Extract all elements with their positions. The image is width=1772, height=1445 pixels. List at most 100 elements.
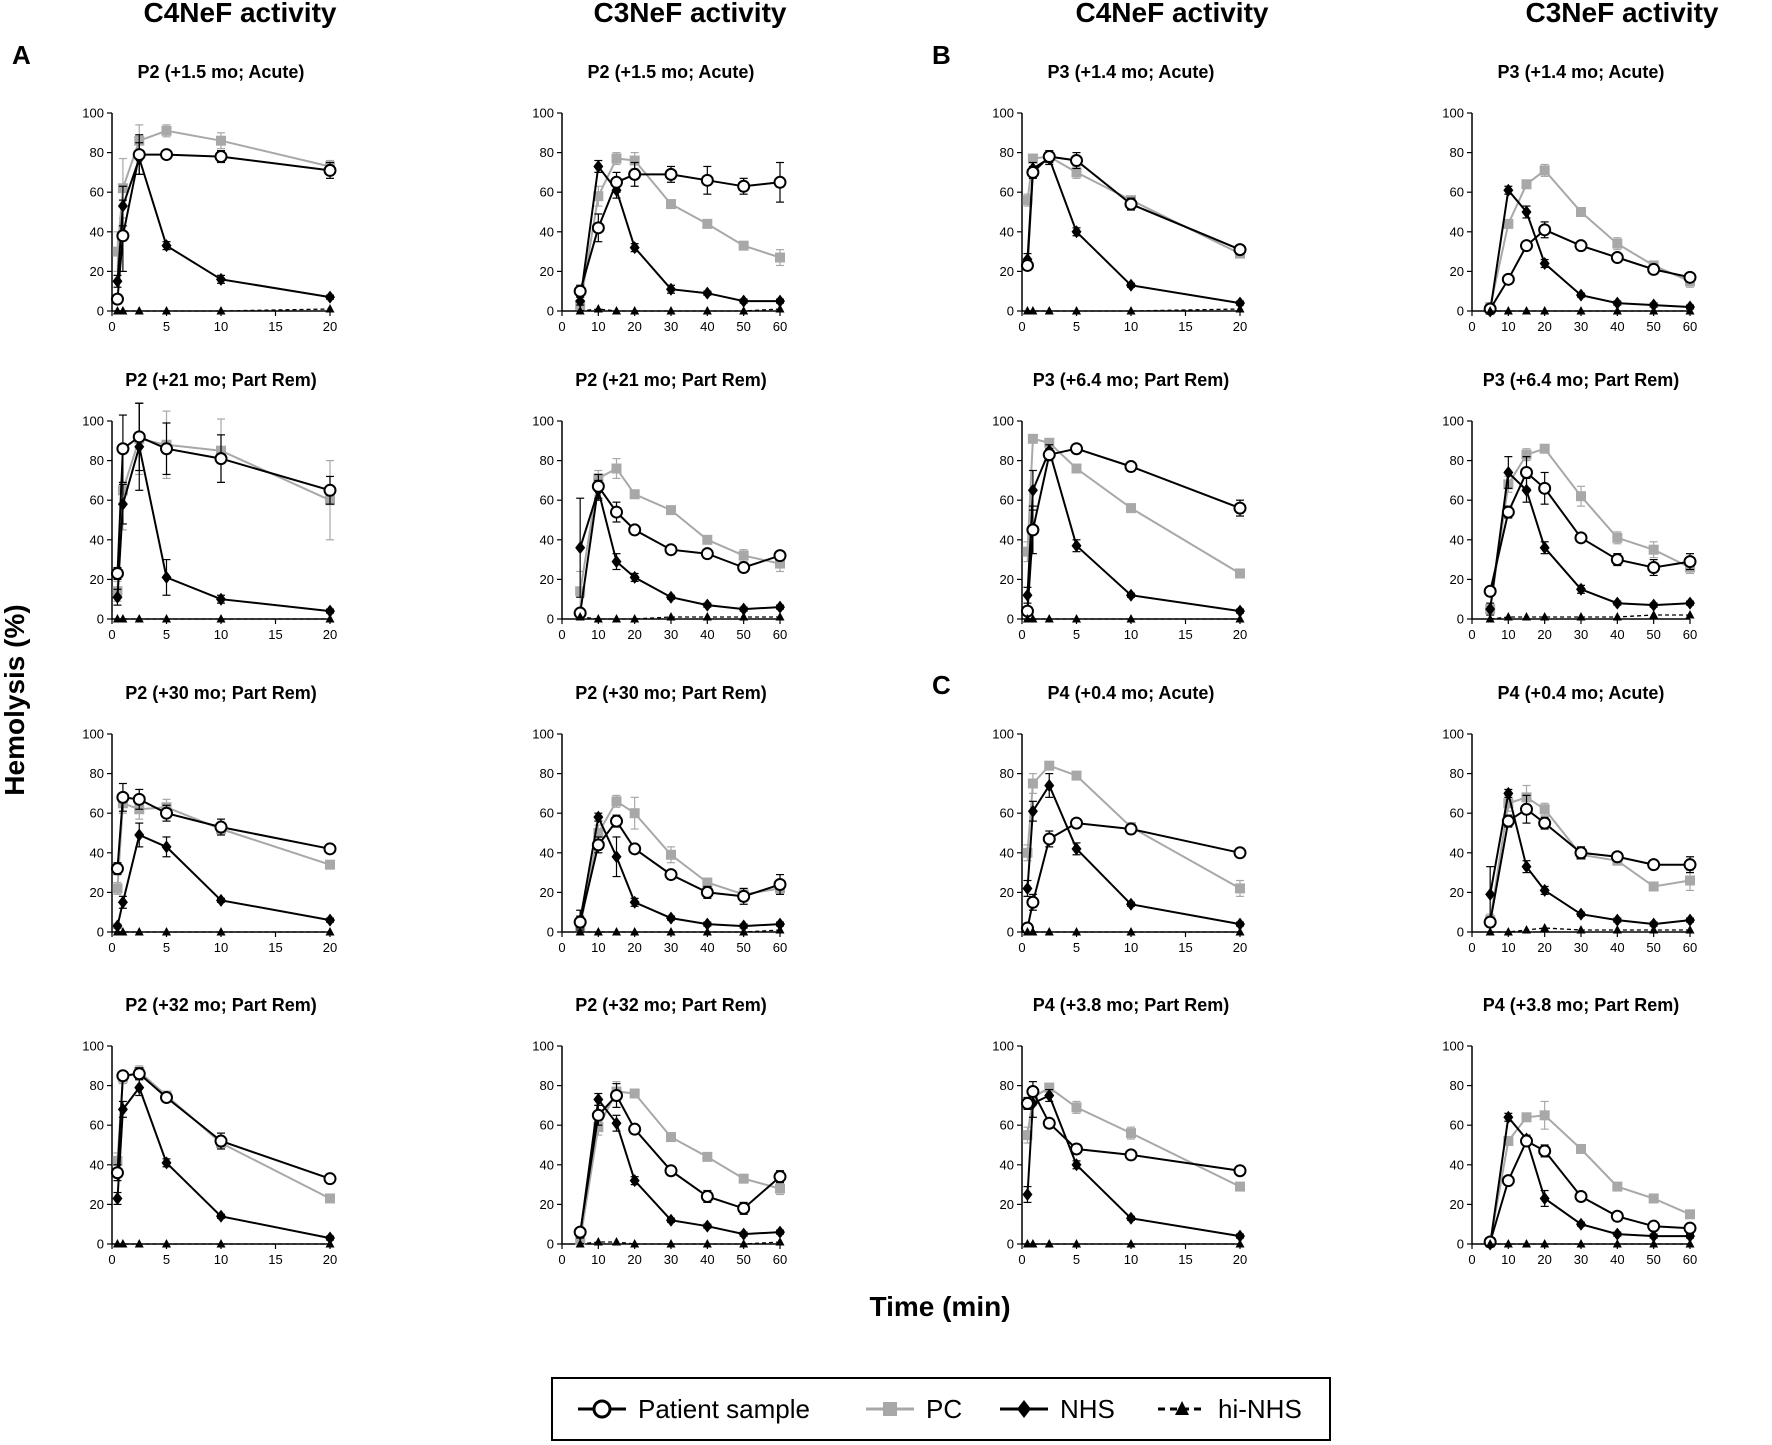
y-tick-label: 40	[1450, 532, 1464, 547]
y-tick-label: 100	[82, 106, 104, 121]
data-point	[1521, 860, 1532, 874]
data-point	[1042, 1116, 1056, 1130]
x-tick-label: 10	[591, 940, 605, 955]
x-tick-label: 20	[627, 1252, 641, 1267]
data-point	[1070, 816, 1083, 830]
x-tick-label: 40	[700, 319, 714, 334]
data-point	[1071, 770, 1082, 781]
x-tick-label: 60	[773, 940, 787, 955]
data-point	[702, 1239, 712, 1248]
legend-item-patient: Patient sample	[578, 1394, 810, 1424]
data-point	[1576, 1217, 1586, 1231]
data-point	[1649, 306, 1659, 315]
series-line	[1026, 447, 1241, 612]
data-point	[1503, 927, 1513, 936]
y-tick-label: 100	[992, 414, 1014, 429]
x-tick-label: 60	[1683, 1252, 1697, 1267]
data-point	[629, 155, 640, 166]
chart-panel: P3 (+6.4 mo; Part Rem) 0 20 40 60 80 100 0 5 10 15…	[992, 370, 1247, 642]
y-tick-label: 0	[1007, 1237, 1014, 1252]
data-point	[1610, 553, 1624, 567]
chart-title: P4 (+3.8 mo; Part Rem)	[1483, 995, 1680, 1015]
data-point	[629, 1088, 640, 1099]
data-point	[1071, 1102, 1082, 1113]
data-point	[739, 927, 749, 936]
series-line	[116, 155, 331, 299]
data-point	[1539, 256, 1550, 270]
x-tick-label: 10	[214, 627, 228, 642]
data-point	[1539, 804, 1550, 815]
x-tick-label: 0	[1018, 1252, 1025, 1267]
data-point	[1042, 150, 1056, 164]
chart-title: P2 (+1.5 mo; Acute)	[588, 62, 755, 82]
x-tick-label: 10	[1124, 940, 1138, 955]
x-tick-label: 20	[323, 627, 337, 642]
data-point	[1521, 1112, 1532, 1123]
data-point	[1042, 832, 1056, 846]
y-tick-label: 100	[1442, 727, 1464, 742]
data-point	[628, 842, 642, 856]
series-patient	[1483, 1134, 1697, 1249]
series-line	[116, 1085, 331, 1240]
series-patient	[1483, 794, 1697, 929]
data-point	[1126, 1239, 1136, 1248]
data-point	[216, 927, 226, 936]
data-point	[216, 592, 226, 606]
y-tick-label: 40	[540, 845, 554, 860]
data-point	[1044, 437, 1055, 448]
data-point	[1612, 1181, 1623, 1192]
y-tick-label: 40	[1000, 1157, 1014, 1172]
y-tick-label: 20	[1000, 1197, 1014, 1212]
legend-item-nhs: NHS	[1000, 1394, 1115, 1424]
data-point	[1648, 1229, 1659, 1243]
y-tick-label: 60	[1000, 1118, 1014, 1133]
data-point	[325, 859, 335, 870]
data-point	[1612, 612, 1622, 621]
x-tick-label: 0	[558, 627, 565, 642]
data-point	[1612, 596, 1623, 610]
data-point	[611, 463, 622, 474]
data-point	[739, 1239, 749, 1248]
data-point	[1501, 1174, 1515, 1188]
chart-title: P4 (+0.4 mo; Acute)	[1048, 683, 1215, 703]
data-point	[1126, 1128, 1136, 1139]
series-line	[116, 801, 331, 889]
data-point	[1485, 927, 1495, 936]
series-patient	[110, 134, 337, 306]
y-tick-label: 100	[532, 106, 554, 121]
y-tick-label: 0	[97, 925, 104, 940]
panel-label-c: C	[932, 670, 951, 700]
data-point	[738, 550, 749, 561]
chart-title: P3 (+6.4 mo; Part Rem)	[1483, 370, 1680, 390]
data-point	[1027, 153, 1038, 164]
data-point	[162, 927, 171, 936]
data-point	[773, 877, 787, 891]
x-tick-label: 15	[1178, 940, 1192, 955]
data-point	[1028, 614, 1038, 623]
y-tick-label: 20	[1450, 885, 1464, 900]
x-tick-label: 30	[664, 319, 678, 334]
series-line	[1490, 614, 1690, 620]
y-tick-label: 80	[1450, 145, 1464, 160]
y-tick-label: 20	[90, 1197, 104, 1212]
series-line	[116, 796, 331, 869]
series-hinhs	[575, 925, 785, 936]
data-point	[1235, 917, 1245, 931]
x-tick-label: 15	[268, 627, 282, 642]
y-tick-label: 60	[540, 1118, 554, 1133]
y-axis-title: Hemolysis (%)	[0, 604, 30, 795]
data-point	[775, 917, 785, 931]
data-point	[1503, 798, 1514, 809]
series-line	[1490, 927, 1690, 933]
data-point	[1649, 925, 1659, 934]
y-tick-label: 60	[1000, 185, 1014, 200]
data-point	[1576, 582, 1586, 596]
data-point	[1576, 925, 1586, 934]
data-point	[1685, 610, 1695, 619]
data-point	[1612, 306, 1622, 315]
data-point	[1612, 913, 1623, 927]
x-tick-label: 15	[1178, 627, 1192, 642]
chart-title: P3 (+1.4 mo; Acute)	[1048, 62, 1215, 82]
data-point	[1126, 306, 1136, 315]
data-point	[629, 241, 640, 255]
